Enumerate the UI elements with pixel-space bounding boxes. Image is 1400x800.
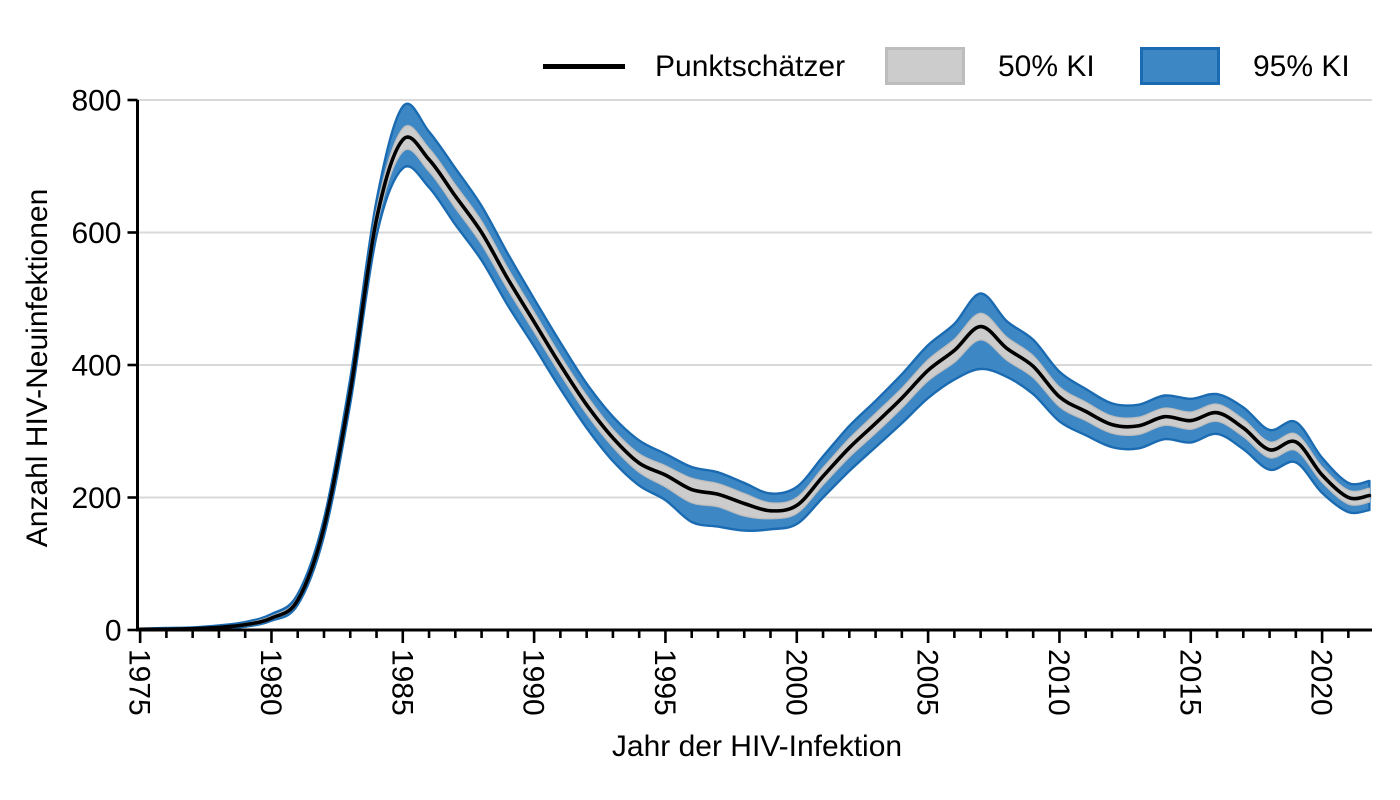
x-tick-label-2015: 2015 <box>1173 649 1206 716</box>
x-tick-label-1995: 1995 <box>648 649 681 716</box>
x-axis-title: Jahr der HIV-Infektion <box>611 730 903 763</box>
y-axis-title: Anzahl HIV-Neuinfektionen <box>21 188 54 548</box>
legend-ci95-label: 95% KI <box>1253 50 1350 83</box>
x-tick-label-2000: 2000 <box>779 649 812 716</box>
y-tick-label-400: 400 <box>71 350 121 383</box>
ci50-band <box>139 125 1371 631</box>
y-tick-label-200: 200 <box>71 482 121 515</box>
legend-point-line-swatch <box>543 64 625 69</box>
legend-point-label: Punktschätzer <box>655 50 846 83</box>
legend-ci50-swatch <box>885 47 965 85</box>
point-estimate-line <box>138 135 1372 631</box>
x-tick-label-2010: 2010 <box>1042 649 1075 716</box>
x-tick-label-1980: 1980 <box>254 649 287 716</box>
x-tick-label-2005: 2005 <box>911 649 944 716</box>
x-tick-label-1975: 1975 <box>123 649 156 716</box>
y-tick-label-800: 800 <box>71 85 121 118</box>
y-tick-label-600: 600 <box>71 217 121 250</box>
x-tick-label-2020: 2020 <box>1305 649 1338 716</box>
legend-ci95-swatch <box>1140 47 1220 85</box>
y-tick-label-0: 0 <box>105 615 122 648</box>
axes: 0 200 400 600 800 1975 1980 1985 1990 1995 2000 200… <box>71 85 1372 716</box>
legend-ci50-label: 50% KI <box>998 50 1095 83</box>
x-tick-label-1990: 1990 <box>517 649 550 716</box>
ci95-band <box>138 102 1371 631</box>
confidence-bands <box>138 102 1372 631</box>
x-tick-label-1985: 1985 <box>385 649 418 716</box>
